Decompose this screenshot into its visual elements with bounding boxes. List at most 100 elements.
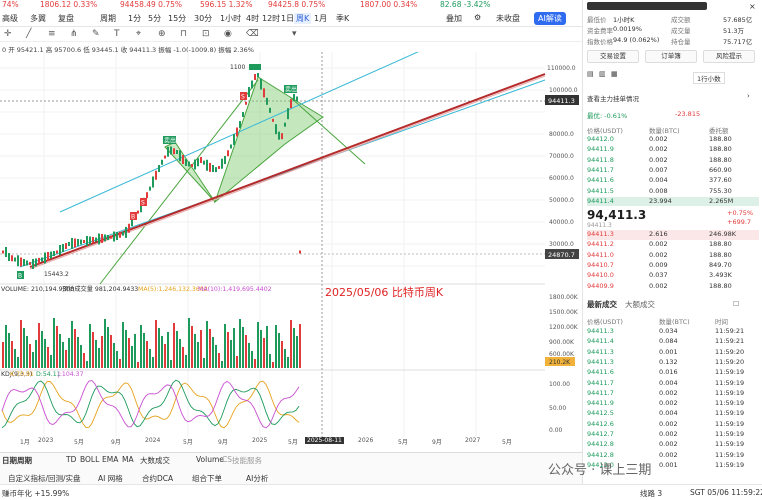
multi-line-icon[interactable]: ≡: [48, 29, 56, 39]
toolbar-item[interactable]: 30分: [194, 14, 213, 23]
kdj-line: [1, 380, 300, 429]
trade-row[interactable]: 94412.8 0.002 11:59:19: [587, 451, 759, 461]
orderbook-button[interactable]: 订单簿: [645, 50, 697, 63]
trade-row[interactable]: 94411.4 0.084 11:59:21: [587, 337, 759, 347]
indicator-tab[interactable]: BOLL: [80, 455, 100, 464]
ticker-item[interactable]: 1806.12 0.33%: [40, 0, 98, 9]
toolbar-item[interactable]: 季K: [336, 14, 350, 23]
trade-row[interactable]: 94411.7 0.004 11:59:19: [587, 379, 759, 389]
trade-row[interactable]: 94411.3 0.034 11:59:21: [587, 327, 759, 337]
toolbar-item[interactable]: 12时: [262, 14, 281, 23]
eye-icon[interactable]: ◉: [224, 29, 232, 39]
filter-icon[interactable]: ☐: [733, 300, 740, 308]
precision-select[interactable]: 1行小数: [693, 72, 725, 84]
tab-weekly[interactable]: 周K: [294, 13, 312, 24]
orderbook-cell: 849.70: [709, 260, 732, 269]
trade-row[interactable]: 94411.3 0.132 11:59:20: [587, 358, 759, 368]
indicator-tab[interactable]: CS: [222, 455, 232, 464]
indicator-tab[interactable]: EMA: [102, 455, 119, 464]
toolbar-item[interactable]: 15分: [168, 14, 187, 23]
orderbook-row[interactable]: 94411.7 0.007 660.90: [587, 166, 759, 176]
toolbar-item[interactable]: 1分: [128, 14, 142, 23]
combo-order-button[interactable]: 组合下单: [192, 474, 222, 483]
text-icon[interactable]: T: [114, 29, 120, 39]
orderbook-bids-icon[interactable]: ▦: [611, 70, 618, 78]
lock-icon[interactable]: ⊡: [202, 29, 210, 39]
orderbook-row[interactable]: 94411.2 0.002 188.80: [587, 240, 759, 250]
orderbook-cell: 188.80: [709, 240, 732, 249]
contract-dca-button[interactable]: 合约DCA: [142, 474, 174, 483]
zoom-icon[interactable]: ⊕: [158, 29, 166, 39]
tab-large-trades[interactable]: 大额成交: [625, 300, 655, 309]
trade-row[interactable]: 94412.6 0.002 11:59:19: [587, 420, 759, 430]
orderbook-row[interactable]: 94411.9 0.002 188.80: [587, 145, 759, 155]
toolbar-item[interactable]: 周期: [100, 14, 116, 23]
ticker-item[interactable]: 74%: [2, 0, 19, 9]
trade-row[interactable]: 94411.6 0.016 11:59:19: [587, 368, 759, 378]
indicator-tab[interactable]: 大数成交: [140, 456, 170, 465]
orderbook-row[interactable]: 94411.5 0.008 755.30: [587, 187, 759, 197]
ticker-item[interactable]: 94458.49 0.75%: [120, 0, 182, 9]
indicator-tab[interactable]: MA: [122, 455, 134, 464]
orderbook-row[interactable]: 94411.8 0.002 188.80: [587, 156, 759, 166]
ai-grid-button[interactable]: AI 网格: [98, 474, 123, 483]
orderbook-asks-icon[interactable]: ▥: [599, 70, 606, 78]
chevron-right-icon[interactable]: ›: [747, 92, 750, 100]
orderbook-row[interactable]: 94411.3 2.616 246.98K: [587, 230, 759, 240]
ticker-item[interactable]: 94425.8 0.75%: [268, 0, 326, 9]
trade-row[interactable]: 94412.5 0.004 11:59:19: [587, 409, 759, 419]
indicator-tab[interactable]: 日期周期: [2, 456, 32, 465]
ai-interpret-button[interactable]: AI解读: [534, 12, 566, 25]
trade-row[interactable]: 94412.8 0.002 11:59:19: [587, 440, 759, 450]
overlay-button[interactable]: 叠加: [446, 14, 462, 23]
volume-bar: [161, 336, 163, 368]
tab-latest-trades[interactable]: 最新成交: [587, 300, 617, 309]
trendline-icon[interactable]: ╱: [26, 29, 32, 39]
toolbar-item[interactable]: 复盘: [58, 14, 74, 23]
toolbar-item[interactable]: 5分: [148, 14, 162, 23]
indicator-tab[interactable]: TD: [66, 455, 77, 464]
ticker-item[interactable]: 596.15 1.32%: [200, 0, 253, 9]
trade-settings-button[interactable]: 交易设置: [587, 50, 639, 63]
network-line[interactable]: 线路 3: [640, 489, 663, 498]
orderbook-row[interactable]: 94410.7 0.009 849.70: [587, 261, 759, 271]
trade-row[interactable]: 94411.3 0.001 11:59:20: [587, 348, 759, 358]
toolbar-item[interactable]: 1日: [281, 14, 295, 23]
ai-analysis-button[interactable]: AI分析: [246, 474, 269, 483]
indicator-tab[interactable]: 技能服务: [232, 456, 262, 465]
orderbook-view-icon[interactable]: ▤: [587, 70, 594, 78]
earn-apy[interactable]: 赚币年化 +15.99%: [2, 489, 70, 498]
orderbook-row[interactable]: 94412.0 0.002 188.80: [587, 135, 759, 145]
unclosed-toggle[interactable]: 未收盘: [496, 14, 520, 23]
ticker-item[interactable]: 1807.00 0.34%: [360, 0, 418, 9]
orderbook-row[interactable]: 94411.0 0.002 188.80: [587, 251, 759, 261]
toolbar-item[interactable]: 1小时: [220, 14, 242, 23]
main-order-alert[interactable]: 查看主力挂单情况: [587, 95, 639, 103]
trade-row[interactable]: 94411.7 0.002 11:59:19: [587, 389, 759, 399]
chevron-down-icon[interactable]: ▾: [292, 29, 297, 39]
brush-icon[interactable]: ✎: [92, 29, 100, 39]
measure-icon[interactable]: ⌖: [136, 29, 142, 39]
indicator-tab[interactable]: Volume: [196, 455, 224, 464]
toolbar-item[interactable]: 1月: [314, 14, 328, 23]
orderbook-row[interactable]: 94411.6 0.004 377.60: [587, 176, 759, 186]
orderbook-row[interactable]: 94409.9 0.002 188.80: [587, 282, 759, 292]
trade-row[interactable]: 94411.9 0.002 11:59:19: [587, 399, 759, 409]
fib-icon[interactable]: ⋔: [70, 29, 78, 39]
ticker-item[interactable]: 82.68 -3.42%: [440, 0, 491, 9]
close-icon[interactable]: ×: [749, 2, 756, 11]
trash-icon[interactable]: ⌫: [246, 29, 259, 39]
kline-chart[interactable]: B S B 卖出 S 卖出 1100 15443.2 2025/05/06 比特…: [0, 52, 582, 437]
settings-icon[interactable]: ⚙: [474, 13, 482, 22]
toolbar-item[interactable]: 多翼: [30, 14, 46, 23]
orderbook-row[interactable]: 94410.0 0.037 3.493K: [587, 271, 759, 281]
risk-notice-button[interactable]: 风险提示: [703, 50, 755, 63]
orderbook-row[interactable]: 94411.4 23.994 2.265M: [587, 196, 759, 207]
trade-row[interactable]: 94413.0 0.001 11:59:19: [587, 461, 759, 471]
cursor-icon[interactable]: ✛: [4, 29, 12, 39]
custom-indicator-button[interactable]: 自定义指标/回测/实盘: [8, 474, 81, 483]
toolbar-item[interactable]: 高级: [2, 14, 18, 23]
toolbar-item[interactable]: 4时: [246, 14, 260, 23]
trade-row[interactable]: 94412.7 0.002 11:59:19: [587, 430, 759, 440]
magnet-icon[interactable]: ⊓: [180, 29, 188, 39]
